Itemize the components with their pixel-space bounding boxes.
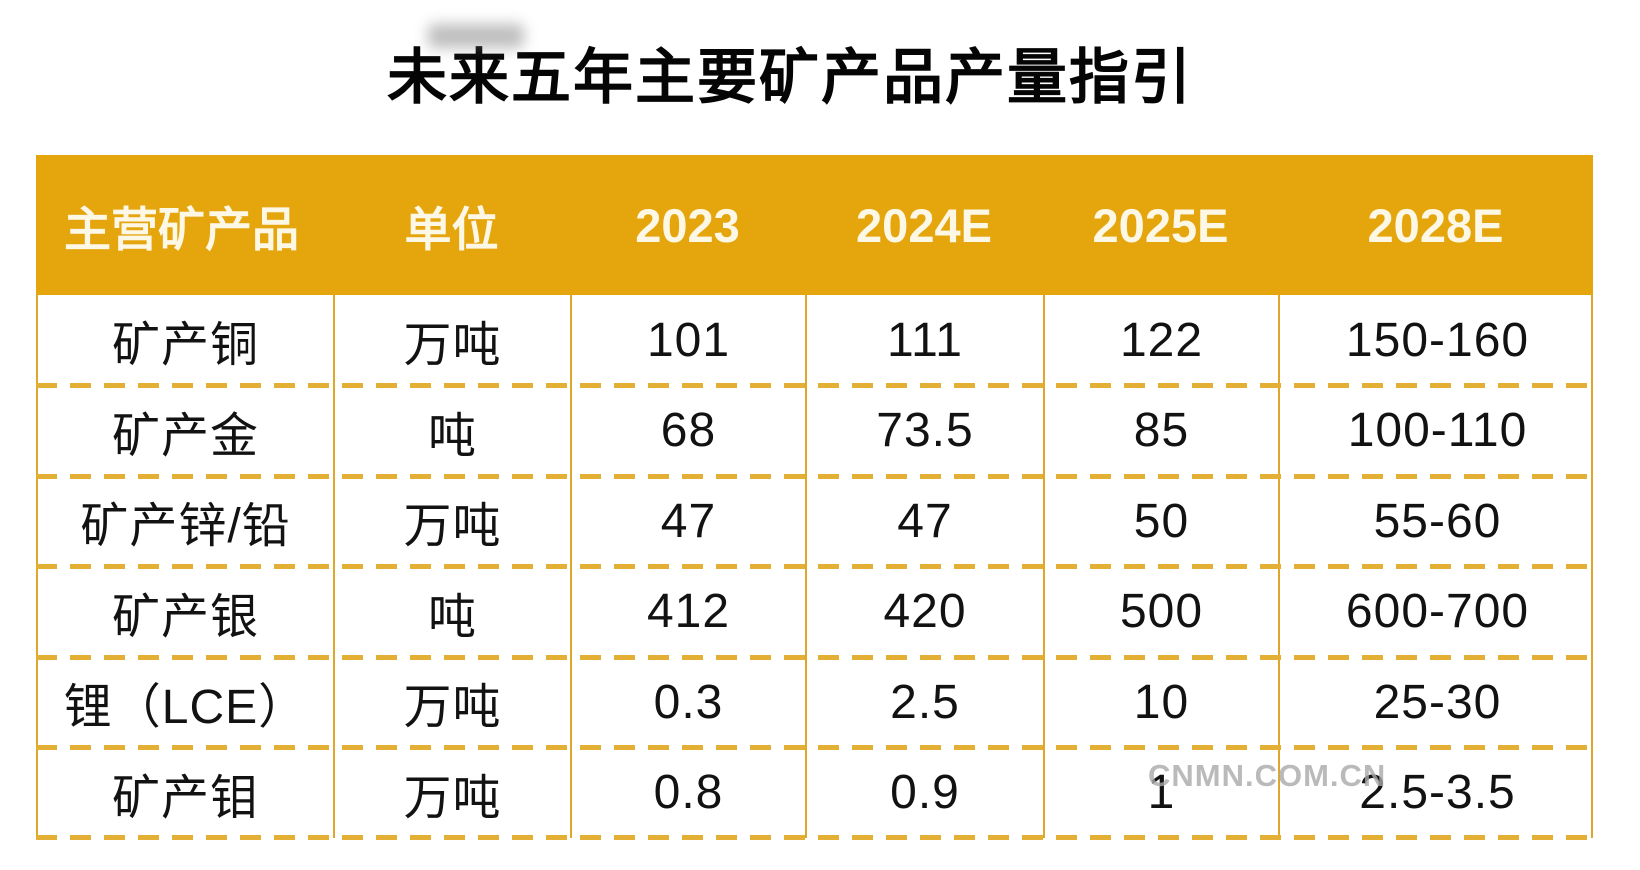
- table-cell-value: 100-110: [1347, 404, 1528, 458]
- column-header-unit: 单位: [404, 202, 499, 256]
- table-cell-value: 412: [572, 566, 807, 657]
- table-cell-value: 50: [1045, 476, 1280, 567]
- table-cell-unit: 万吨: [335, 476, 572, 567]
- table-cell-product: 矿产铜: [38, 295, 335, 386]
- table-cell-value: 73.5: [807, 385, 1045, 476]
- table-cell-unit: 万吨: [335, 747, 572, 838]
- table-cell-value: 111: [807, 295, 1045, 386]
- column-header-product: 主营矿产品: [64, 202, 299, 256]
- table-cell-product: 锂（LCE）: [38, 657, 335, 748]
- table-cell-value: 420: [807, 566, 1045, 657]
- column-header-2024e: 2024E: [856, 198, 992, 252]
- table-cell-value: 85: [1045, 385, 1280, 476]
- table-cell-value: 2.5: [807, 657, 1045, 748]
- table-cell-product: 矿产银: [38, 566, 335, 657]
- table-cell-value: 600-700: [1345, 585, 1530, 639]
- table-cell-value: 10: [1045, 657, 1280, 748]
- page-title: 未来五年主要矿产品产量指引: [387, 44, 1193, 111]
- table-cell-value: 101: [572, 295, 807, 386]
- table-cell-value: 0.8: [572, 747, 807, 838]
- table-header-row: 主营矿产品 单位 2023 2024E 2025E 2028E: [36, 155, 1593, 295]
- production-guidance-table: 主营矿产品 单位 2023 2024E 2025E 2028E 矿产铜 万吨 1…: [36, 155, 1593, 840]
- table-cell-value: 500: [1045, 566, 1280, 657]
- column-header-2025e: 2025E: [1092, 198, 1229, 252]
- table-cell-value: 150-160: [1345, 313, 1530, 367]
- column-header-2023: 2023: [635, 198, 740, 252]
- table-cell-product: 矿产钼: [38, 747, 335, 838]
- table-cell-unit: 吨: [335, 385, 572, 476]
- table-cell-value: 47: [807, 476, 1045, 567]
- table-cell-value: 2.5-3.5: [1359, 766, 1516, 820]
- table-cell-value: 47: [572, 476, 807, 567]
- column-header-2028e: 2028E: [1367, 198, 1504, 252]
- table-cell-unit: 万吨: [335, 295, 572, 386]
- table-cell-value: 68: [572, 385, 807, 476]
- table-cell-value: 1: [1045, 747, 1280, 838]
- table-cell-value: 55-60: [1373, 494, 1502, 548]
- table-cell-product: 矿产金: [38, 385, 335, 476]
- table-cell-value: 25-30: [1373, 675, 1502, 729]
- table-cell-value: 122: [1045, 295, 1280, 386]
- table-body: 矿产铜 万吨 101 111 122 150-160 矿产金 吨 68 73.5…: [36, 295, 1593, 840]
- table-cell-unit: 吨: [335, 566, 572, 657]
- table-cell-value: 0.3: [572, 657, 807, 748]
- smudge-artifact: [428, 24, 524, 48]
- watermark: CNMN.COM.CN: [1148, 758, 1387, 793]
- table-cell-unit: 万吨: [335, 657, 572, 748]
- table-cell-product: 矿产锌/铅: [38, 476, 335, 567]
- table-cell-value: 0.9: [807, 747, 1045, 838]
